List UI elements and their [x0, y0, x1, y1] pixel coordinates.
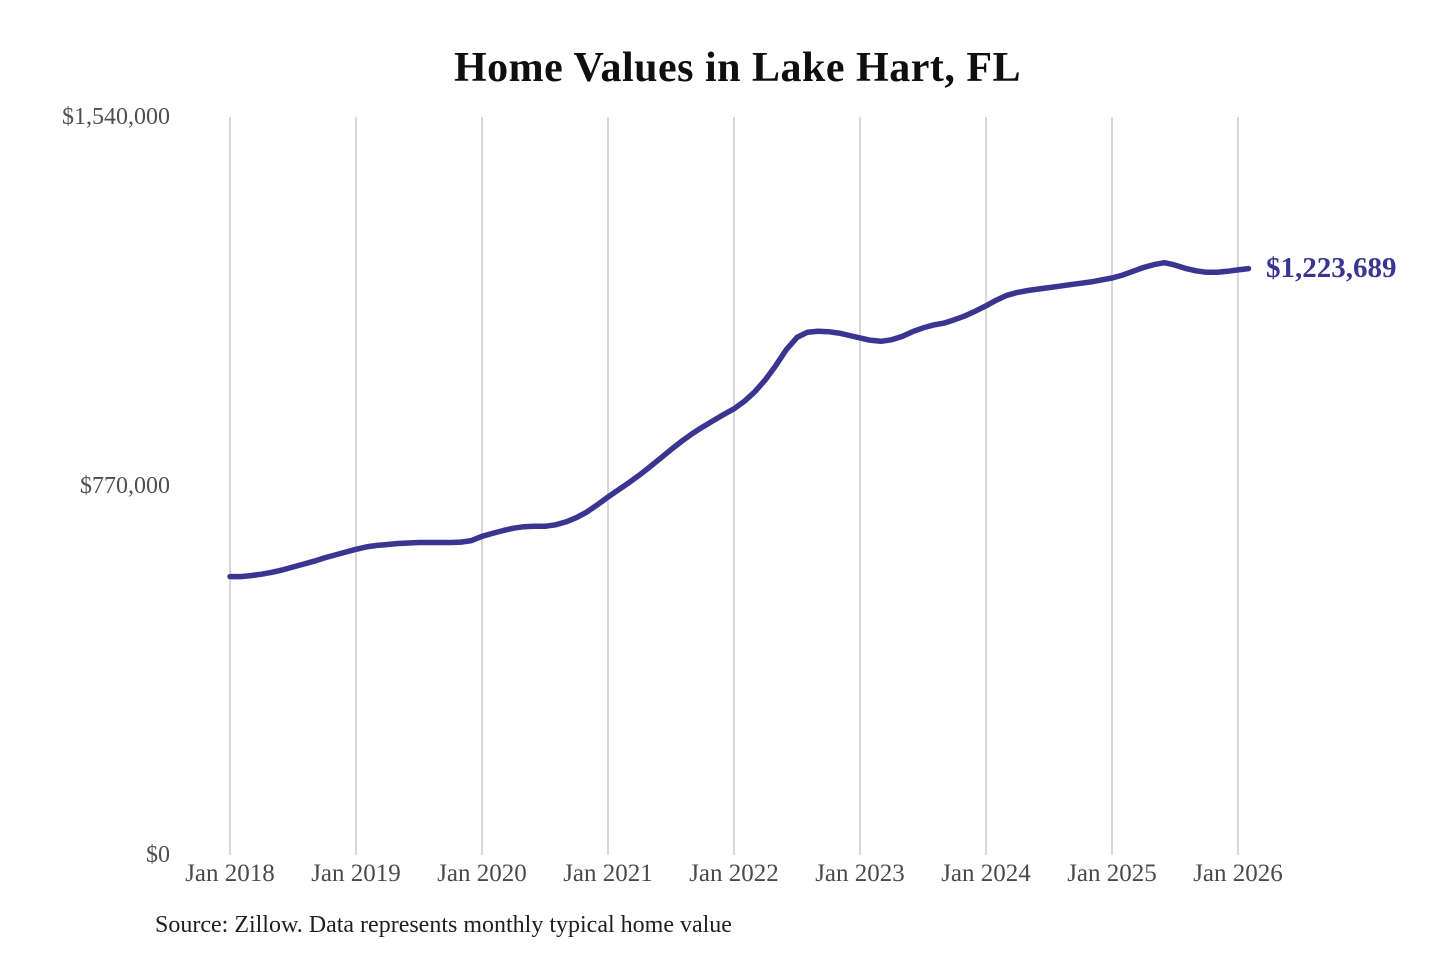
latest-value-annotation: $1,223,689 [1266, 251, 1397, 284]
chart-title: Home Values in Lake Hart, FL [453, 45, 1022, 91]
x-tick-label: Jan 2024 [941, 860, 1031, 887]
home-value-line-series [227, 259, 1252, 580]
x-tick-label: Jan 2019 [311, 860, 401, 887]
x-tick-label: Jan 2025 [1067, 860, 1157, 887]
y-tick-label: $770,000 [80, 473, 170, 499]
x-tick-label: Jan 2018 [185, 860, 275, 887]
x-tick-label: Jan 2026 [1193, 860, 1283, 887]
x-tick-label: Jan 2023 [815, 860, 905, 887]
y-tick-label: $1,540,000 [62, 104, 170, 130]
source-note: Source: Zillow. Data represents monthly … [155, 912, 732, 938]
y-tick-label: $0 [146, 842, 170, 868]
x-tick-label: Jan 2020 [437, 860, 527, 887]
x-tick-label: Jan 2022 [689, 860, 779, 887]
x-tick-label: Jan 2021 [563, 860, 653, 887]
